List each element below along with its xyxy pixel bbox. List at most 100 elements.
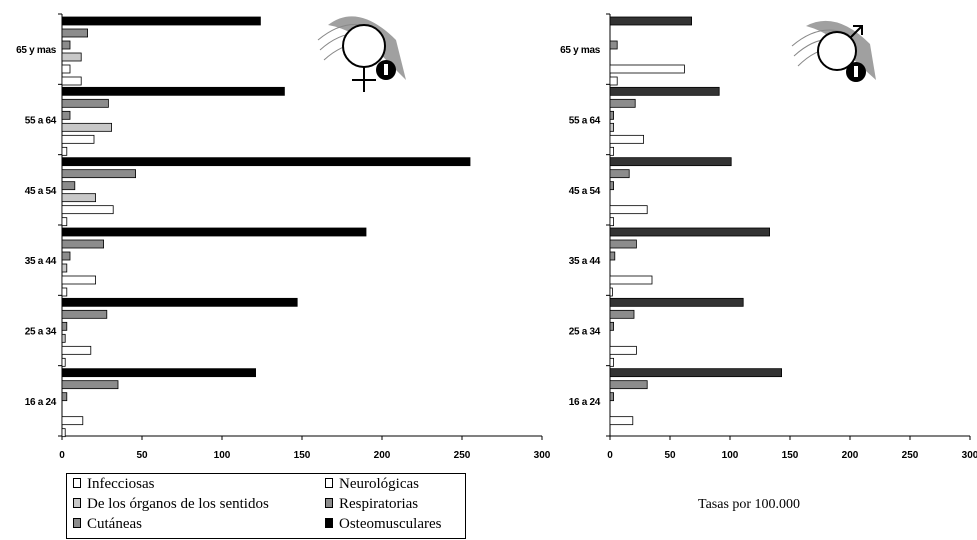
- category-label: 35 a 44: [25, 256, 57, 267]
- rate-note: Tasas por 100.000: [698, 497, 801, 512]
- bar-infecciosas: [609, 76, 618, 86]
- legend-label: Infecciosas: [87, 476, 155, 492]
- x-tick-label: 200: [374, 450, 391, 461]
- bar-cutaneas: [61, 239, 104, 249]
- legend-label: Cutáneas: [87, 516, 142, 532]
- legend-label: Respiratorias: [339, 496, 419, 512]
- bar-respiratorias: [61, 392, 68, 402]
- category-label: 65 y mas: [16, 45, 57, 56]
- legend-swatch: [73, 478, 81, 488]
- legend-swatch: [73, 498, 81, 508]
- bar-osteomusculares: [61, 297, 298, 307]
- x-tick-label: 250: [902, 450, 919, 461]
- x-tick-label: 0: [59, 450, 65, 461]
- bar-respiratorias: [609, 40, 618, 50]
- category-label: 25 a 34: [569, 327, 601, 338]
- bar-cutaneas: [609, 239, 637, 249]
- bar-de-los-organos-de-los-sentidos: [609, 122, 614, 132]
- chart-panel-male: 0 50 100 150 200 250 300 65 y mas 55 a 64 45 a 54…: [560, 13, 977, 461]
- legend-item-cutaneas: Cutáneas: [73, 515, 142, 533]
- bar-osteomusculares: [61, 86, 285, 96]
- bar-osteomusculares: [61, 227, 367, 237]
- bar-neurologicas: [609, 275, 653, 285]
- bar-osteomusculares: [609, 157, 732, 167]
- bar-neurologicas: [61, 134, 95, 144]
- bar-osteomusculares: [61, 368, 257, 378]
- bar-infecciosas: [609, 357, 614, 367]
- legend-label: De los órganos de los sentidos: [87, 496, 269, 512]
- bar-de-los-organos-de-los-sentidos: [61, 122, 112, 132]
- female-symbol-icon: [317, 16, 406, 92]
- category-label: 35 a 44: [569, 256, 601, 267]
- legend-item-respiratorias: Respiratorias: [325, 495, 418, 513]
- category-label: 55 a 64: [25, 116, 57, 127]
- bar-respiratorias: [609, 181, 614, 191]
- x-tick-label: 100: [722, 450, 739, 461]
- x-tick-label: 50: [664, 450, 676, 461]
- bar-neurologicas: [609, 64, 685, 74]
- x-tick-label: 300: [962, 450, 977, 461]
- bar-neurologicas: [609, 205, 648, 215]
- x-tick-label: 250: [454, 450, 471, 461]
- bar-neurologicas: [61, 205, 114, 215]
- x-tick-label: 150: [294, 450, 311, 461]
- x-tick-label: 50: [136, 450, 148, 461]
- bar-osteomusculares: [609, 297, 744, 307]
- bar-respiratorias: [61, 110, 71, 120]
- bar-respiratorias: [609, 251, 616, 261]
- category-label: 45 a 54: [569, 186, 601, 197]
- bar-infecciosas: [61, 428, 66, 438]
- bar-cutaneas: [61, 169, 136, 179]
- category-label: 65 y mas: [560, 45, 601, 56]
- bar-cutaneas: [61, 28, 89, 38]
- legend-swatch: [325, 478, 333, 488]
- bar-de-los-organos-de-los-sentidos: [61, 263, 68, 273]
- bar-neurologicas: [609, 134, 644, 144]
- legend-item-sentidos: De los órganos de los sentidos: [73, 495, 269, 513]
- bar-respiratorias: [61, 251, 71, 261]
- legend-label: Osteomusculares: [339, 516, 442, 532]
- bar-osteomusculares: [609, 227, 771, 237]
- legend-item-neurologicas: Neurológicas: [325, 475, 419, 493]
- bar-neurologicas: [609, 345, 637, 355]
- bar-neurologicas: [61, 64, 71, 74]
- bar-respiratorias: [61, 40, 71, 50]
- legend-item-osteomusculares: Osteomusculares: [325, 515, 441, 533]
- bar-cutaneas: [61, 309, 108, 319]
- x-tick-label: 200: [842, 450, 859, 461]
- bar-infecciosas: [61, 287, 68, 297]
- male-symbol-icon: [791, 20, 876, 82]
- bar-neurologicas: [61, 416, 84, 426]
- legend-swatch: [325, 518, 333, 528]
- bar-de-los-organos-de-los-sentidos: [61, 52, 82, 62]
- bar-neurologicas: [609, 416, 634, 426]
- bar-respiratorias: [609, 321, 614, 331]
- bar-osteomusculares: [61, 157, 471, 167]
- bar-infecciosas: [61, 217, 68, 227]
- legend-label: Neurológicas: [339, 476, 419, 492]
- bar-respiratorias: [609, 110, 614, 120]
- x-tick-label: 300: [534, 450, 551, 461]
- chart-panel-female: 0 50 100 150 200 250 300 65 y mas 55 a 64 45 a 54…: [16, 13, 551, 461]
- legend-swatch: [73, 518, 81, 528]
- bar-cutaneas: [609, 98, 636, 108]
- bar-infecciosas: [61, 357, 66, 367]
- bar-infecciosas: [609, 217, 614, 227]
- category-label: 16 a 24: [569, 397, 601, 408]
- bar-osteomusculares: [609, 16, 692, 26]
- bar-osteomusculares: [609, 86, 720, 96]
- legend-item-infecciosas: Infecciosas: [73, 475, 154, 493]
- bar-cutaneas: [61, 380, 119, 390]
- category-label: 55 a 64: [569, 116, 601, 127]
- bar-de-los-organos-de-los-sentidos: [61, 333, 66, 343]
- category-label: 25 a 34: [25, 327, 57, 338]
- bar-respiratorias: [61, 321, 68, 331]
- bar-infecciosas: [609, 146, 614, 156]
- chart-legend: Infecciosas Neurológicas De los órganos …: [66, 473, 466, 539]
- bar-cutaneas: [609, 380, 648, 390]
- bar-cutaneas: [609, 169, 630, 179]
- bar-cutaneas: [61, 98, 109, 108]
- category-label: 45 a 54: [25, 186, 57, 197]
- bar-cutaneas: [609, 309, 635, 319]
